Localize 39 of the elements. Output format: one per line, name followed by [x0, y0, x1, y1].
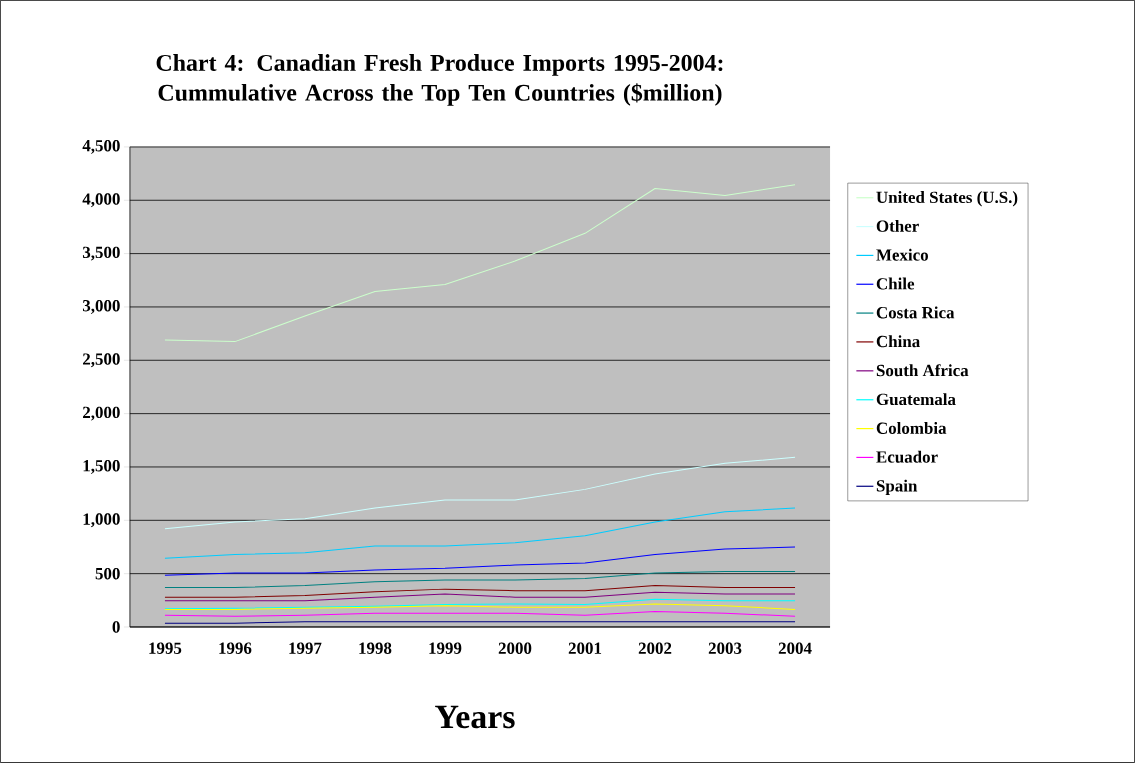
line-series: [164, 571, 796, 589]
line-series: [164, 546, 796, 576]
legend-label: United States (U.S.): [876, 191, 1018, 207]
legend-label: Chile: [876, 277, 915, 290]
x-tick-label: 2003: [708, 642, 742, 654]
x-tick-label: 2004: [778, 642, 812, 654]
y-tick-label: 1,500: [83, 460, 120, 474]
y-tick-label: 2,500: [83, 353, 120, 368]
y-tick-label: 500: [95, 567, 120, 580]
line-series: [164, 507, 796, 559]
line-series: [164, 184, 796, 343]
x-tick-label: 2000: [498, 642, 532, 654]
x-tick-label: 1997: [289, 642, 322, 654]
x-tick-label: 1999: [429, 642, 462, 654]
line-series: [164, 456, 796, 530]
legend-label: China: [876, 335, 920, 348]
x-axis-title: Years: [435, 705, 515, 729]
y-tick-label: 4,500: [82, 139, 120, 154]
y-tick-label: 1,000: [83, 513, 120, 528]
y-tick-label: 3,500: [82, 246, 120, 261]
y-tick-label: 0: [112, 621, 120, 633]
x-tick-label: 2002: [638, 642, 672, 654]
legend-label: Other: [876, 219, 919, 232]
x-tick-label: 2001: [568, 642, 602, 654]
legend-label: Mexico: [876, 248, 928, 261]
legend-label: Ecuador: [876, 450, 938, 463]
legend-label: South Africa: [876, 364, 969, 377]
x-tick-label: 1996: [219, 642, 252, 654]
chart-title: Chart 4: Canadian Fresh Produce Imports 1995-2004: Cummulative Across the Top Ten Countries ($million): [156, 54, 723, 106]
legend-label: Costa Rica: [876, 306, 955, 319]
y-tick-label: 4,000: [82, 193, 120, 208]
y-tick-label: 2,000: [83, 406, 120, 421]
legend-label: Guatemala: [876, 393, 956, 406]
x-tick-label: 1995: [149, 642, 182, 654]
legend-label: Colombia: [876, 422, 947, 434]
legend-label: Spain: [876, 479, 918, 496]
y-tick-label: 3,000: [82, 300, 120, 314]
x-tick-label: 1998: [359, 642, 392, 654]
line-series: [164, 584, 796, 598]
